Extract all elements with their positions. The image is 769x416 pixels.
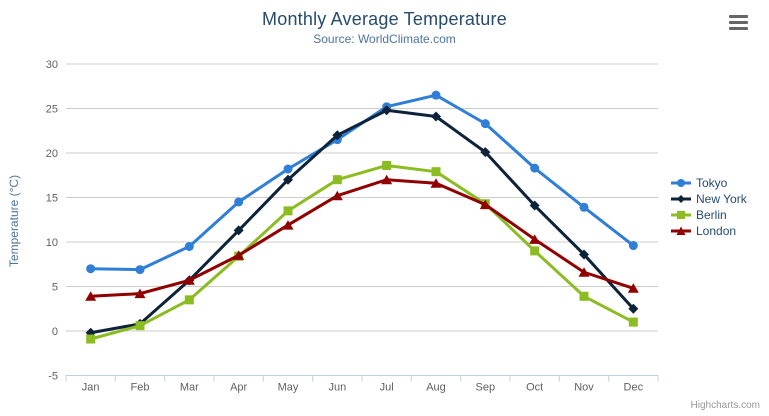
data-point-london-jan[interactable]	[85, 291, 97, 301]
data-point-tokyo-apr[interactable]	[234, 197, 244, 207]
x-axis-label: Apr	[230, 382, 247, 394]
data-point-berlin-nov[interactable]	[579, 291, 589, 301]
data-point-berlin-mar[interactable]	[184, 295, 194, 305]
data-point-new-york-jun[interactable]	[332, 130, 343, 141]
data-point-berlin-feb[interactable]	[135, 321, 145, 331]
diamond-marker-icon	[671, 195, 691, 203]
x-axis-label: Aug	[426, 382, 446, 394]
hamburger-menu-icon	[729, 21, 748, 24]
x-axis-label: May	[278, 382, 299, 394]
legend-label: New York	[696, 192, 747, 206]
chart-subtitle: Source: WorldClimate.com	[313, 32, 456, 46]
data-point-berlin-may[interactable]	[283, 206, 293, 216]
data-point-new-york-apr[interactable]	[233, 225, 244, 236]
data-point-new-york-sep[interactable]	[480, 147, 491, 158]
legend-label: Berlin	[696, 208, 727, 222]
legend-item-berlin[interactable]: Berlin	[671, 208, 747, 222]
circle-marker-icon	[671, 179, 691, 187]
data-point-tokyo-oct[interactable]	[530, 163, 540, 173]
square-marker-icon	[671, 211, 691, 219]
data-point-new-york-aug[interactable]	[431, 111, 441, 122]
triangle-marker-icon	[671, 226, 691, 235]
data-point-tokyo-nov[interactable]	[579, 202, 589, 212]
data-point-new-york-may[interactable]	[283, 174, 293, 185]
y-axis-label: 25	[46, 104, 58, 116]
chart-title: Monthly Average Temperature	[262, 9, 507, 29]
series-berlin-line[interactable]	[89, 163, 635, 341]
data-point-new-york-jul[interactable]	[381, 105, 392, 116]
y-axis-label: 5	[52, 282, 58, 294]
x-axis-label: Oct	[526, 382, 543, 394]
y-axis-label: 15	[46, 193, 58, 205]
data-point-berlin-aug[interactable]	[431, 167, 441, 177]
legend-item-london[interactable]: London	[671, 224, 747, 238]
data-point-tokyo-mar[interactable]	[184, 241, 194, 251]
x-axis-label: Sep	[476, 382, 496, 394]
series-london-line[interactable]	[89, 178, 635, 298]
data-point-tokyo-dec[interactable]	[628, 241, 638, 251]
legend: Tokyo New York Berlin London	[671, 176, 747, 238]
data-point-london-feb[interactable]	[134, 288, 146, 299]
y-axis-label: 20	[46, 148, 58, 160]
y-axis-label: 10	[46, 237, 58, 249]
data-point-tokyo-jan[interactable]	[86, 264, 96, 274]
data-point-london-jun[interactable]	[331, 190, 343, 201]
data-point-berlin-oct[interactable]	[530, 246, 540, 256]
data-point-london-mar[interactable]	[183, 275, 195, 285]
x-axis-label: Mar	[180, 382, 199, 394]
data-point-london-apr[interactable]	[233, 250, 245, 260]
data-point-london-nov[interactable]	[578, 267, 590, 277]
y-axis-label: 0	[52, 326, 58, 338]
data-point-berlin-jul[interactable]	[382, 160, 392, 170]
legend-label: London	[696, 224, 737, 238]
y-axis-label: -5	[48, 371, 58, 383]
x-axis-label: Feb	[131, 382, 150, 394]
data-point-london-aug[interactable]	[430, 178, 442, 188]
x-axis-label: Jul	[380, 382, 394, 394]
data-point-tokyo-may[interactable]	[283, 164, 293, 174]
data-point-london-dec[interactable]	[627, 283, 639, 293]
credits-link[interactable]: Highcharts.com	[690, 400, 760, 411]
data-point-new-york-nov[interactable]	[579, 249, 589, 260]
data-point-tokyo-feb[interactable]	[135, 265, 145, 275]
x-axis-label: Nov	[574, 382, 594, 394]
legend-item-tokyo[interactable]: Tokyo	[671, 176, 747, 190]
series-new-york-line[interactable]	[89, 108, 635, 335]
data-point-tokyo-sep[interactable]	[480, 119, 490, 129]
data-point-berlin-jun[interactable]	[332, 175, 342, 185]
data-point-berlin-jan[interactable]	[86, 334, 96, 344]
export-menu-button[interactable]	[729, 12, 751, 33]
hamburger-menu-icon	[729, 15, 748, 18]
data-point-tokyo-aug[interactable]	[431, 90, 441, 100]
data-point-london-sep[interactable]	[479, 199, 491, 210]
data-point-london-may[interactable]	[282, 220, 294, 230]
legend-item-new-york[interactable]: New York	[671, 192, 747, 206]
data-point-london-jul[interactable]	[381, 174, 393, 185]
y-axis-label: 30	[46, 59, 58, 71]
hamburger-menu-icon	[729, 27, 748, 30]
x-axis-label: Jan	[82, 382, 100, 394]
data-point-new-york-dec[interactable]	[628, 303, 639, 314]
legend-label: Tokyo	[696, 176, 728, 190]
data-point-berlin-dec[interactable]	[628, 317, 638, 327]
x-axis-label: Jun	[328, 382, 346, 394]
data-point-new-york-oct[interactable]	[529, 200, 540, 211]
x-axis-label: Dec	[624, 382, 644, 394]
data-point-london-oct[interactable]	[529, 234, 541, 244]
